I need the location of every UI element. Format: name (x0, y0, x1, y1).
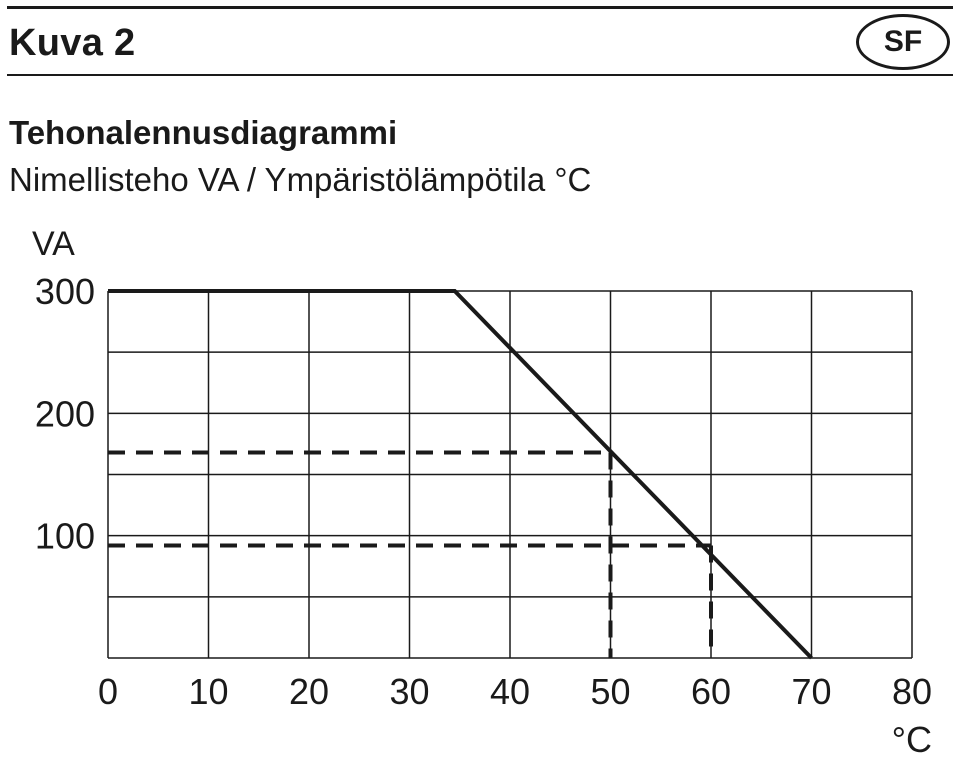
figure-heading: Kuva 2 (9, 22, 136, 64)
x-axis-label: °C (892, 719, 932, 760)
series-line (108, 289, 813, 660)
chart-title: Tehonalennusdiagrammi (9, 114, 398, 151)
x-tick-label: 40 (490, 671, 530, 712)
y-tick-label: 100 (35, 516, 95, 557)
x-tick-label: 30 (389, 671, 429, 712)
language-badge: SF (856, 14, 950, 70)
series (108, 289, 813, 660)
x-tick-label: 80 (892, 671, 932, 712)
tick-labels: 0 10 20 30 40 50 60 70 80 300 200 100 (35, 271, 932, 712)
x-tick-label: 70 (791, 671, 831, 712)
x-tick-label: 20 (289, 671, 329, 712)
chart-subtitle: Nimellisteho VA / Ympäristölämpötila °C (9, 161, 592, 198)
heading-rule (7, 74, 953, 76)
grid (107, 290, 913, 659)
x-tick-label: 0 (98, 671, 118, 712)
top-rule (7, 6, 953, 9)
y-axis-label: VA (32, 225, 75, 263)
x-tick-label: 50 (590, 671, 630, 712)
x-tick-label: 60 (691, 671, 731, 712)
y-tick-label: 300 (35, 271, 95, 312)
y-tick-label: 200 (35, 393, 95, 434)
x-tick-label: 10 (188, 671, 228, 712)
reference-lines (108, 450, 713, 658)
